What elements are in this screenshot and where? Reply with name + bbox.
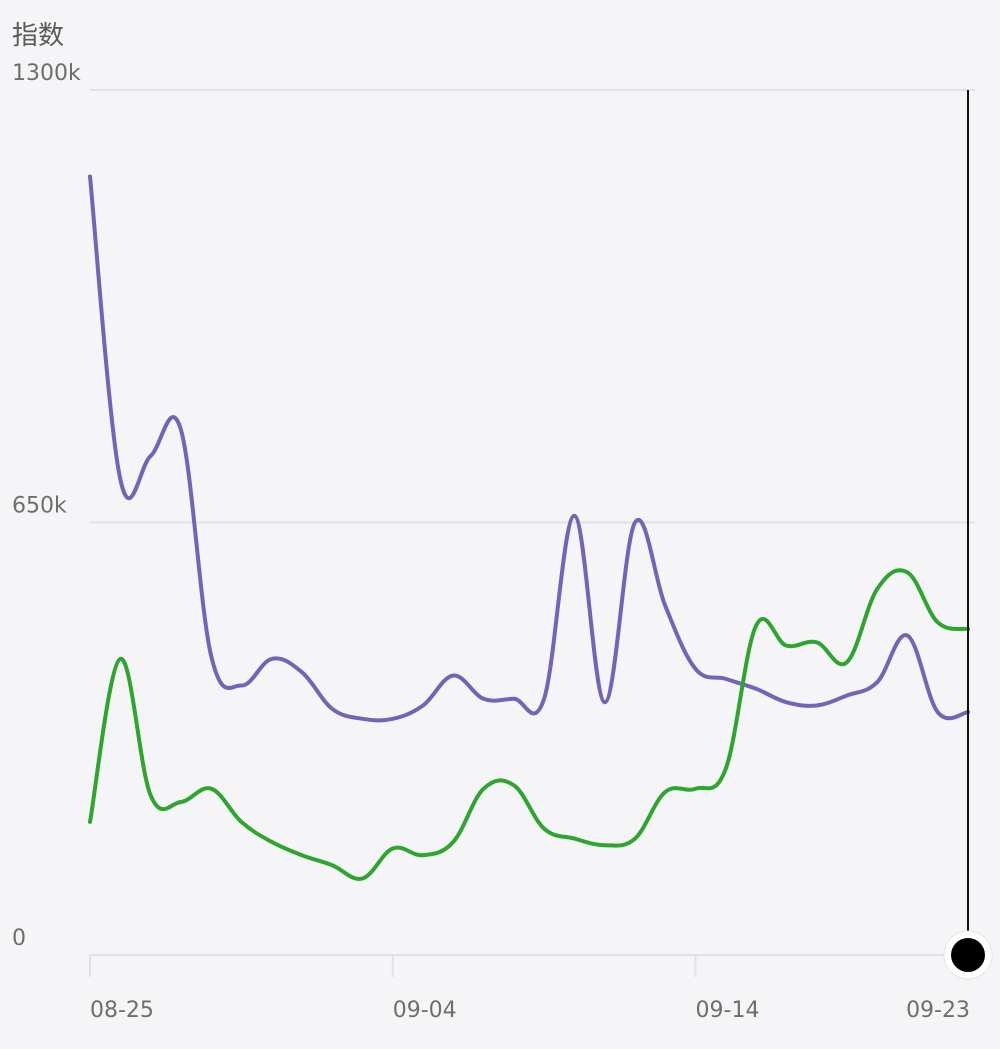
cursor-handle-dot[interactable] bbox=[951, 938, 985, 972]
grid-lines bbox=[90, 89, 975, 956]
y-tick-label: 1300k bbox=[12, 61, 81, 86]
hover-cursor[interactable] bbox=[943, 90, 993, 980]
y-tick-label: 650k bbox=[12, 494, 67, 519]
x-tick-label: 09-23 bbox=[906, 998, 970, 1023]
series-lines bbox=[88, 174, 970, 881]
x-tick-label: 09-14 bbox=[696, 998, 760, 1023]
series-line-1 bbox=[88, 174, 970, 723]
x-tick-label: 08-25 bbox=[90, 998, 154, 1023]
series-line-2 bbox=[88, 568, 970, 881]
y-tick-label: 0 bbox=[12, 926, 26, 951]
y-axis-title: 指数 bbox=[12, 21, 64, 51]
x-tick-label: 09-04 bbox=[393, 998, 457, 1023]
y-tick-labels: 0 650k 1300k bbox=[12, 61, 81, 951]
x-tick-labels: 08-25 09-04 09-14 09-23 bbox=[89, 955, 970, 1023]
